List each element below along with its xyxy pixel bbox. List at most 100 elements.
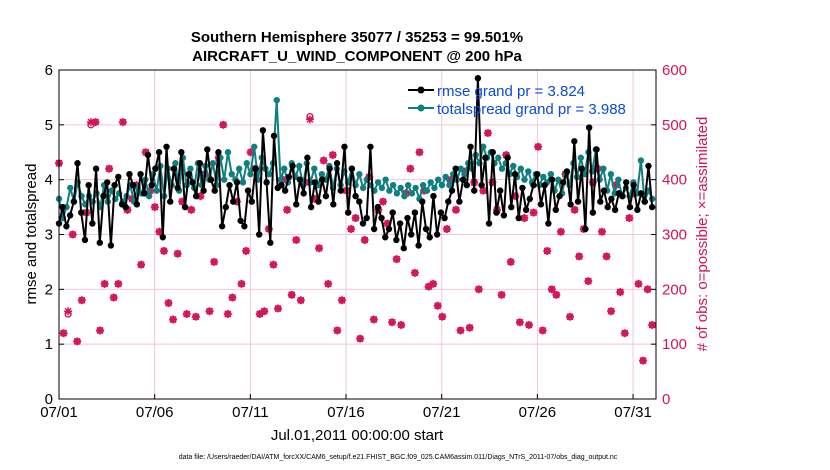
- totalspread-point: [521, 176, 528, 183]
- obs-assimilated-point: [406, 164, 415, 173]
- totalspread-point: [224, 149, 232, 156]
- obs-assimilated-point: [383, 219, 392, 228]
- totalspread-point: [607, 170, 615, 178]
- x-tick-label: 07/21: [423, 404, 461, 421]
- rmse-point: [174, 184, 181, 192]
- obs-assimilated-point: [611, 181, 620, 190]
- rmse-point: [352, 192, 359, 200]
- obs-assimilated-point: [232, 197, 241, 206]
- totalspread-point: [318, 170, 325, 178]
- totalspread-point: [457, 165, 464, 172]
- rmse-point: [255, 231, 263, 238]
- rmse-point: [571, 138, 578, 145]
- obs-assimilated-point: [173, 249, 182, 258]
- rmse-point: [300, 190, 307, 197]
- rmse-point: [493, 209, 500, 216]
- obs-assimilated-point: [182, 310, 191, 319]
- obs-assimilated-point: [515, 318, 524, 327]
- rmse-point: [404, 214, 411, 222]
- rmse-point: [348, 165, 356, 172]
- rmse-point: [489, 149, 496, 156]
- obs-assimilated-point: [529, 208, 538, 217]
- obs-assimilated-point: [438, 312, 447, 321]
- rmse-point: [115, 173, 122, 181]
- totalspread-point: [359, 184, 367, 192]
- obs-assimilated-point: [378, 197, 387, 206]
- rmse-point: [144, 151, 152, 159]
- y-tick-label-left: 4: [45, 172, 53, 189]
- y-tick-label-right: 200: [662, 281, 687, 298]
- rmse-point: [474, 75, 482, 82]
- rmse-point: [337, 187, 344, 194]
- rmse-point: [574, 198, 582, 205]
- obs-assimilated-point: [351, 214, 360, 223]
- y-tick-label-right: 0: [662, 391, 670, 408]
- obs-assimilated-point: [223, 310, 232, 319]
- obs-assimilated-point: [109, 293, 118, 302]
- x-tick-label: 07/26: [519, 404, 557, 421]
- rmse-point: [597, 198, 604, 205]
- legend: rmse grand pr = 3.824 totalspread grand …: [408, 83, 626, 118]
- totalspread-point: [419, 181, 427, 189]
- obs-assimilated-point: [575, 252, 584, 261]
- rmse-point: [448, 187, 456, 194]
- obs-assimilated-point: [634, 279, 643, 288]
- x-tick-label: 07/16: [327, 404, 365, 421]
- rmse-point: [452, 165, 459, 172]
- rmse-point: [430, 192, 437, 200]
- obs-assimilated-point: [64, 307, 73, 316]
- rmse-point: [426, 234, 433, 241]
- footer-data-file: data file: /Users/raeder/DAI/ATM_forcXX/…: [179, 454, 618, 461]
- obs-assimilated-point: [479, 186, 488, 195]
- obs-assimilated-point: [538, 326, 547, 335]
- obs-assimilated-point: [150, 203, 159, 212]
- rmse-point: [552, 206, 559, 214]
- rmse-point: [619, 192, 626, 200]
- rmse-point: [192, 192, 200, 200]
- rmse-point: [204, 146, 211, 153]
- totalspread-point: [540, 173, 547, 181]
- rmse-point: [107, 242, 115, 249]
- rmse-point: [637, 190, 645, 197]
- rmse-point: [63, 223, 70, 230]
- totalspread-point: [525, 168, 532, 175]
- totalspread-point: [480, 143, 487, 150]
- rmse-point: [356, 198, 363, 205]
- rmse-point: [419, 198, 426, 205]
- obs-assimilated-point: [648, 320, 657, 329]
- grid: [59, 70, 656, 399]
- totalspread-point: [108, 187, 115, 194]
- rmse-point: [393, 236, 400, 244]
- rmse-point: [259, 127, 267, 134]
- rmse-point: [378, 214, 385, 222]
- y-tick-label-left: 3: [45, 227, 53, 244]
- obs-assimilated-point: [296, 296, 305, 305]
- obs-assimilated-point: [488, 178, 497, 187]
- y-tick-label-left: 5: [45, 117, 53, 134]
- obs-assimilated-point: [616, 288, 625, 297]
- rmse-point: [433, 231, 441, 238]
- y-axis-label-right: # of obs: o=possible; ×=assimilated: [694, 117, 711, 352]
- obs-assimilated-point: [305, 115, 314, 124]
- rmse-point: [441, 214, 448, 222]
- rmse-point: [244, 187, 252, 194]
- rmse-point: [645, 162, 652, 170]
- obs-assimilated-point: [584, 277, 593, 286]
- totalspread-point: [356, 170, 363, 178]
- totalspread-point: [577, 154, 585, 161]
- obs-assimilated-point: [643, 285, 652, 294]
- rmse-point: [296, 176, 304, 183]
- rmse-point: [218, 223, 226, 230]
- rmse-point: [122, 203, 129, 211]
- y-tick-label-left: 0: [45, 391, 53, 408]
- obs-assimilated-point: [543, 246, 552, 255]
- rmse-point: [133, 201, 141, 208]
- rmse-point: [585, 124, 593, 131]
- obs-assimilated-point: [228, 293, 237, 302]
- totalspread-point: [266, 170, 273, 178]
- totalspread-point: [461, 170, 468, 178]
- rmse-point: [504, 154, 511, 161]
- obs-assimilated-series: [55, 115, 657, 365]
- obs-assimilated-point: [242, 246, 251, 255]
- rmse-point: [189, 179, 196, 186]
